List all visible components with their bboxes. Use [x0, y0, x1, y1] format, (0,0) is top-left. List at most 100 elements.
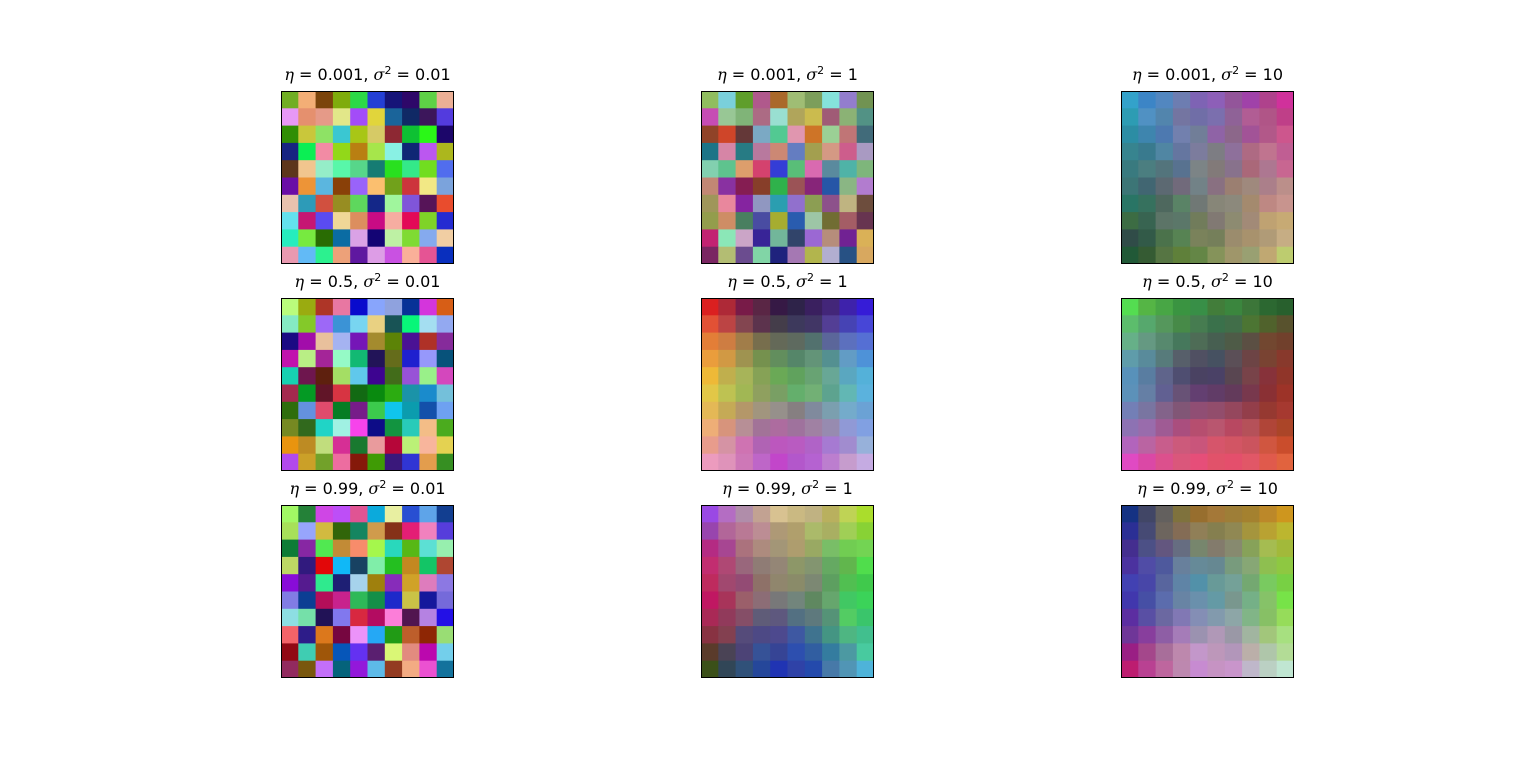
heatmap-cell — [1155, 626, 1174, 644]
heatmap-cell — [436, 539, 454, 558]
heatmap-cell — [752, 212, 771, 230]
eta-value: 0.5 — [1175, 272, 1201, 291]
heatmap-cell — [367, 505, 386, 523]
heatmap-cell — [332, 160, 351, 178]
heatmap-cell — [1172, 177, 1191, 196]
heatmap-cell — [1155, 384, 1174, 403]
heatmap-cell — [1207, 367, 1226, 385]
heatmap-cell — [1121, 384, 1139, 403]
heatmap-cell — [1138, 177, 1156, 196]
heatmap-cell — [1190, 229, 1208, 248]
sigma2-value: 0.01 — [404, 272, 441, 291]
sigma-exponent: 2 — [384, 64, 392, 77]
heatmap-cell — [281, 539, 299, 558]
heatmap-cell — [770, 160, 788, 178]
heatmap-cell — [1242, 401, 1260, 420]
heatmap-cell — [787, 349, 806, 368]
heatmap-cell — [718, 556, 736, 575]
heatmap-cell — [332, 660, 351, 678]
heatmap-cell — [839, 349, 858, 368]
heatmap-cell — [1138, 384, 1156, 403]
heatmap-cell — [1155, 212, 1174, 230]
eta-symbol: η — [1131, 65, 1142, 84]
heatmap-cell — [367, 332, 386, 351]
heatmap-cell — [1224, 315, 1243, 333]
heatmap-cell — [1276, 315, 1294, 333]
heatmap-cell — [332, 142, 351, 161]
heatmap-cell — [839, 419, 858, 437]
heatmap-cell — [1155, 332, 1174, 351]
heatmap-cell — [350, 453, 368, 471]
heatmap-cell — [1242, 453, 1260, 471]
heatmap-cell — [1138, 229, 1156, 248]
heatmap-cell — [1121, 522, 1139, 540]
heatmap-cell — [436, 419, 454, 437]
heatmap-cell — [350, 246, 368, 264]
heatmap-cell — [839, 574, 858, 592]
heatmap-cell — [436, 108, 454, 126]
heatmap-cell — [1121, 229, 1139, 248]
heatmap-cell — [281, 453, 299, 471]
heatmap-cell — [367, 212, 386, 230]
heatmap-cell — [1138, 401, 1156, 420]
heatmap-cell — [1172, 246, 1191, 264]
heatmap-cell — [804, 315, 823, 333]
heatmap-cell — [787, 194, 806, 213]
heatmap-cell — [804, 556, 823, 575]
heatmap-cell — [787, 522, 806, 540]
eta-value: 0.5 — [760, 272, 786, 291]
heatmap-cell — [1224, 643, 1243, 662]
heatmap-cell — [419, 246, 438, 264]
heatmap-cell — [1155, 194, 1174, 213]
heatmap-cell — [1207, 142, 1226, 161]
heatmap-cell — [384, 522, 403, 540]
heatmap-cell — [298, 177, 316, 196]
heatmap-cell — [281, 142, 299, 161]
heatmap-cell — [1276, 574, 1294, 592]
heatmap-cell — [718, 212, 736, 230]
heatmap-cell — [1155, 539, 1174, 558]
heatmap-cell — [332, 556, 351, 575]
heatmap-cell — [822, 384, 840, 403]
heatmap-cell — [1259, 556, 1278, 575]
heatmap-cell — [332, 384, 351, 403]
heatmap-cell — [1242, 194, 1260, 213]
heatmap-cell — [332, 349, 351, 368]
heatmap-cell — [701, 522, 719, 540]
heatmap-cell — [822, 91, 840, 109]
heatmap-cell — [1190, 556, 1208, 575]
heatmap-cell — [1190, 574, 1208, 592]
heatmap-cell — [419, 591, 438, 610]
heatmap-cell — [315, 591, 334, 610]
heatmap-cell — [770, 608, 788, 627]
heatmap-cell — [315, 384, 334, 403]
heatmap-panel: η = 0.001, σ2 = 1 — [701, 64, 874, 264]
heatmap-cell — [419, 574, 438, 592]
heatmap-cell — [1276, 246, 1294, 264]
heatmap-cell — [701, 349, 719, 368]
heatmap-cell — [787, 229, 806, 248]
heatmap-cell — [1121, 505, 1139, 523]
heatmap-cell — [822, 125, 840, 144]
heatmap-cell — [770, 108, 788, 126]
heatmap-cell — [822, 574, 840, 592]
heatmap-cell — [298, 349, 316, 368]
heatmap-cell — [1259, 574, 1278, 592]
heatmap-cell — [856, 194, 874, 213]
heatmap-cell — [1155, 142, 1174, 161]
heatmap-cell — [735, 401, 754, 420]
heatmap-cell — [856, 522, 874, 540]
heatmap-cell — [752, 626, 771, 644]
heatmap-cell — [1224, 556, 1243, 575]
heatmap-cell — [787, 246, 806, 264]
heatmap-cell — [718, 574, 736, 592]
heatmap-cell — [1224, 125, 1243, 144]
heatmap-cell — [1190, 419, 1208, 437]
heatmap-cell — [1242, 125, 1260, 144]
heatmap-cell — [315, 142, 334, 161]
heatmap-cell — [436, 125, 454, 144]
heatmap-cell — [1121, 246, 1139, 264]
heatmap-cell — [1121, 556, 1139, 575]
heatmap-cell — [350, 505, 368, 523]
heatmap-cell — [804, 177, 823, 196]
